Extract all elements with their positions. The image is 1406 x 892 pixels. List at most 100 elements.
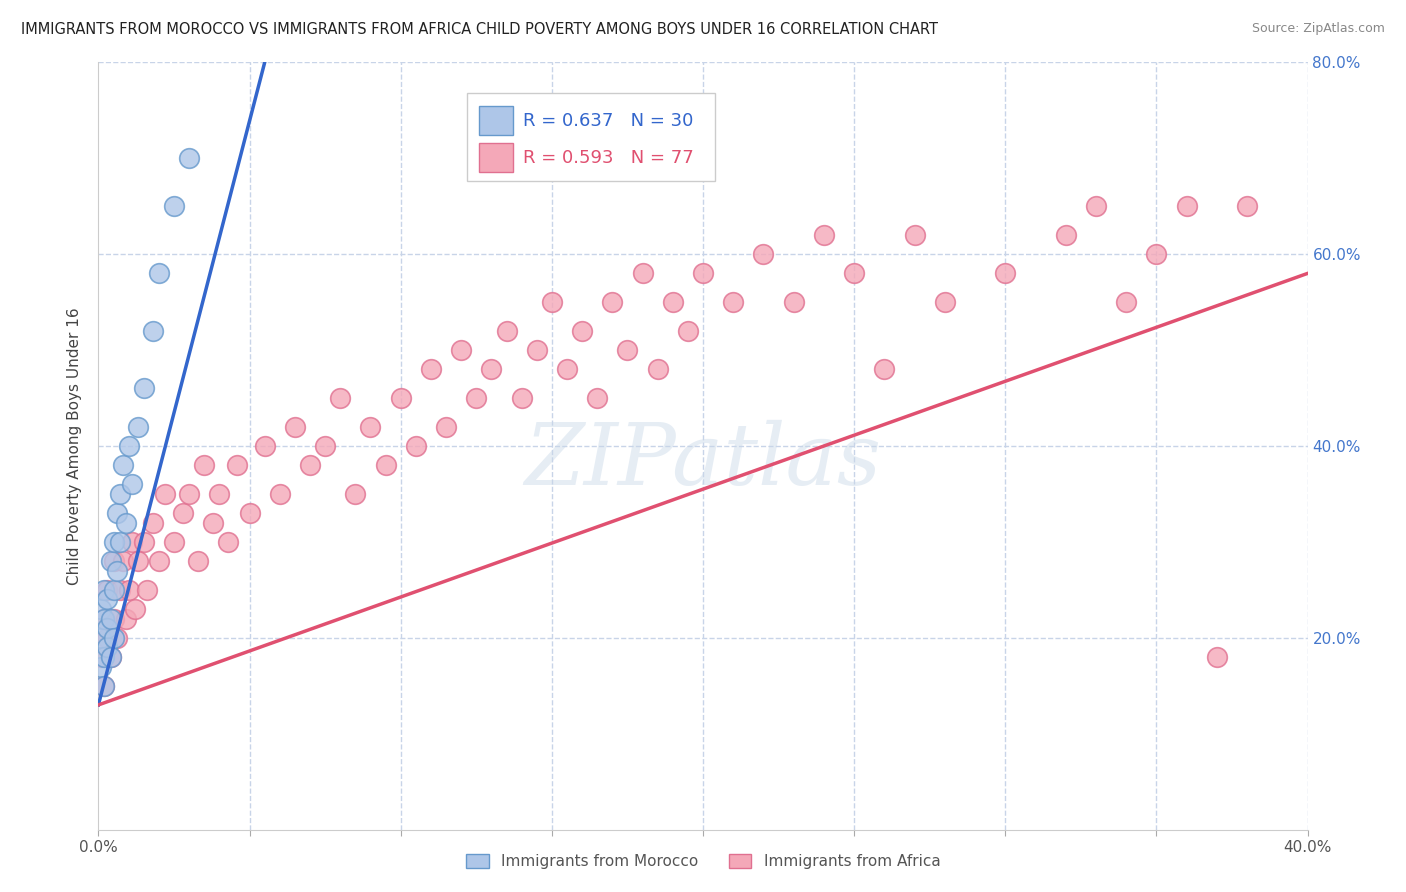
Point bbox=[202, 516, 225, 530]
Point bbox=[1054, 228, 1077, 243]
Point bbox=[540, 295, 562, 310]
Point bbox=[1144, 247, 1167, 261]
Point bbox=[783, 295, 806, 310]
Point bbox=[127, 554, 149, 568]
Point bbox=[994, 266, 1017, 280]
Point bbox=[723, 295, 745, 310]
Point bbox=[193, 458, 215, 473]
Point bbox=[844, 266, 866, 280]
Point bbox=[163, 535, 186, 549]
Point bbox=[96, 631, 118, 645]
Point bbox=[752, 247, 775, 261]
Point bbox=[124, 602, 146, 616]
Point bbox=[127, 420, 149, 434]
Point bbox=[465, 391, 488, 405]
Point bbox=[420, 362, 443, 376]
Point bbox=[93, 649, 115, 664]
Point bbox=[111, 458, 134, 473]
Point bbox=[93, 679, 115, 693]
Point bbox=[135, 582, 157, 597]
Point bbox=[1115, 295, 1137, 310]
Point bbox=[93, 612, 115, 626]
Point bbox=[100, 612, 122, 626]
Point bbox=[111, 554, 134, 568]
Point bbox=[142, 516, 165, 530]
Bar bbox=[479, 106, 513, 136]
Point bbox=[602, 295, 624, 310]
Point bbox=[374, 458, 396, 473]
Point bbox=[93, 612, 115, 626]
Point bbox=[631, 266, 654, 280]
Text: R = 0.593   N = 77: R = 0.593 N = 77 bbox=[523, 149, 693, 167]
Point bbox=[389, 391, 412, 405]
Point bbox=[299, 458, 322, 473]
Point bbox=[647, 362, 669, 376]
Point bbox=[586, 391, 609, 405]
Point bbox=[142, 324, 165, 338]
Point bbox=[187, 554, 209, 568]
Point bbox=[934, 295, 956, 310]
Point bbox=[103, 535, 125, 549]
Point bbox=[118, 439, 141, 453]
Point bbox=[108, 487, 131, 501]
Point bbox=[96, 582, 118, 597]
Legend: Immigrants from Morocco, Immigrants from Africa: Immigrants from Morocco, Immigrants from… bbox=[460, 848, 946, 875]
Point bbox=[344, 487, 367, 501]
Point bbox=[1206, 649, 1229, 664]
Point bbox=[148, 554, 170, 568]
Point bbox=[153, 487, 176, 501]
Point bbox=[148, 266, 170, 280]
Text: IMMIGRANTS FROM MOROCCO VS IMMIGRANTS FROM AFRICA CHILD POVERTY AMONG BOYS UNDER: IMMIGRANTS FROM MOROCCO VS IMMIGRANTS FR… bbox=[21, 22, 938, 37]
Point bbox=[132, 535, 155, 549]
Point bbox=[103, 582, 125, 597]
Point bbox=[510, 391, 533, 405]
Point bbox=[405, 439, 427, 453]
Point bbox=[179, 152, 201, 166]
Point bbox=[1175, 199, 1198, 213]
Point bbox=[90, 659, 112, 673]
Point bbox=[616, 343, 638, 358]
Point bbox=[105, 564, 128, 578]
Text: R = 0.637   N = 30: R = 0.637 N = 30 bbox=[523, 112, 693, 129]
Point bbox=[179, 487, 201, 501]
Point bbox=[1085, 199, 1108, 213]
Point bbox=[555, 362, 578, 376]
Point bbox=[114, 612, 136, 626]
Point bbox=[217, 535, 239, 549]
Point bbox=[314, 439, 336, 453]
Point bbox=[100, 554, 122, 568]
Point bbox=[571, 324, 593, 338]
Point bbox=[90, 649, 112, 664]
Point bbox=[526, 343, 548, 358]
Point bbox=[100, 649, 122, 664]
Point bbox=[93, 582, 115, 597]
Point bbox=[103, 631, 125, 645]
Bar bbox=[479, 143, 513, 172]
Text: ZIPatlas: ZIPatlas bbox=[524, 420, 882, 503]
Point bbox=[103, 612, 125, 626]
Point bbox=[100, 649, 122, 664]
Point bbox=[904, 228, 927, 243]
Point bbox=[481, 362, 503, 376]
Point bbox=[105, 506, 128, 520]
Point bbox=[90, 602, 112, 616]
Point bbox=[105, 631, 128, 645]
Point bbox=[253, 439, 276, 453]
Point bbox=[239, 506, 262, 520]
Point bbox=[103, 554, 125, 568]
Point bbox=[813, 228, 835, 243]
Point bbox=[114, 516, 136, 530]
Point bbox=[360, 420, 382, 434]
Point bbox=[208, 487, 231, 501]
Point bbox=[108, 582, 131, 597]
Point bbox=[450, 343, 472, 358]
Point bbox=[90, 631, 112, 645]
Point bbox=[96, 621, 118, 635]
Point bbox=[495, 324, 517, 338]
Point bbox=[121, 477, 143, 491]
Point bbox=[329, 391, 352, 405]
Point bbox=[108, 535, 131, 549]
Point bbox=[226, 458, 249, 473]
Point bbox=[434, 420, 457, 434]
Point bbox=[661, 295, 683, 310]
